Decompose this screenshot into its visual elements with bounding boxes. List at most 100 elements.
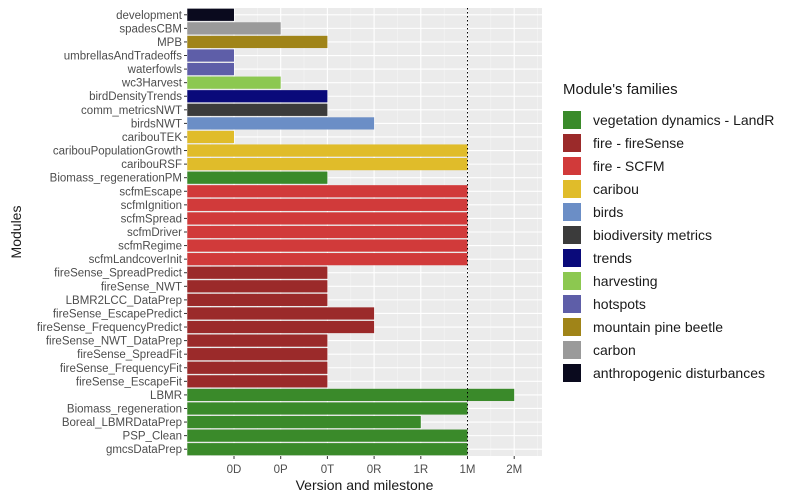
legend-label: caribou bbox=[593, 180, 639, 197]
bar bbox=[187, 35, 328, 49]
y-tick-label: fireSense_FrequencyPredict bbox=[37, 322, 183, 334]
y-tick-label: LBMR bbox=[150, 390, 182, 402]
bar bbox=[187, 307, 375, 320]
x-tick-labels: 0D 0P 0T 0R 1R 1M 2M bbox=[227, 456, 522, 476]
bar bbox=[187, 144, 468, 157]
legend-item: birds bbox=[563, 200, 793, 223]
y-tick-label: comm_metricsNWT bbox=[81, 105, 182, 117]
legend-item: carbon bbox=[563, 338, 793, 361]
y-tick-label: scfmLandcoverInit bbox=[89, 254, 183, 266]
legend-key bbox=[563, 317, 581, 336]
y-tick-label: spadesCBM bbox=[119, 23, 182, 35]
y-tick-label: umbrellasAndTradeoffs bbox=[64, 51, 183, 63]
bar bbox=[187, 185, 468, 198]
legend-item: anthropogenic disturbances bbox=[563, 361, 793, 384]
legend-key bbox=[563, 179, 581, 198]
legend-label: vegetation dynamics - LandR bbox=[593, 111, 775, 128]
y-tick-label: caribouTEK bbox=[122, 132, 182, 144]
legend-key bbox=[563, 156, 581, 175]
y-tick-label: scfmEscape bbox=[119, 186, 182, 198]
bar bbox=[187, 348, 328, 361]
legend-key bbox=[563, 225, 581, 244]
y-tick-label: waterfowls bbox=[127, 64, 183, 76]
x-tick-label: 0P bbox=[274, 464, 288, 476]
bars bbox=[187, 8, 515, 456]
legend-items: vegetation dynamics - LandR fire - fireSe… bbox=[563, 108, 793, 384]
legend-key bbox=[563, 271, 581, 290]
legend-label: carbon bbox=[593, 341, 636, 358]
y-tick-label: scfmDriver bbox=[127, 227, 182, 239]
legend-key bbox=[563, 202, 581, 221]
legend-key bbox=[563, 340, 581, 359]
y-tick-label: scfmRegime bbox=[118, 241, 182, 253]
bar bbox=[187, 429, 468, 442]
legend-item: trends bbox=[563, 246, 793, 269]
legend-item: biodiversity metrics bbox=[563, 223, 793, 246]
y-tick-label: fireSense_EscapeFit bbox=[76, 376, 183, 388]
bar bbox=[187, 375, 328, 388]
bar bbox=[187, 443, 468, 456]
legend-item: mountain pine beetle bbox=[563, 315, 793, 338]
legend-label: mountain pine beetle bbox=[593, 318, 723, 335]
y-tick-label: Biomass_regenerationPM bbox=[50, 173, 182, 185]
y-tick-label: caribouRSF bbox=[121, 159, 182, 171]
y-tick-label: fireSense_SpreadFit bbox=[77, 349, 183, 361]
y-tick-label: Boreal_LBMRDataPrep bbox=[62, 417, 182, 429]
legend-key bbox=[563, 110, 581, 129]
legend: Module's families vegetation dynamics - … bbox=[563, 80, 793, 384]
bar bbox=[187, 62, 234, 76]
y-tick-label: development bbox=[116, 10, 183, 22]
legend-item: vegetation dynamics - LandR bbox=[563, 108, 793, 131]
bar bbox=[187, 158, 468, 171]
y-tick-label: gmcsDataPrep bbox=[106, 444, 182, 456]
y-tick-label: birdsNWT bbox=[131, 118, 182, 130]
legend-label: trends bbox=[593, 249, 632, 266]
legend-key bbox=[563, 294, 581, 313]
y-tick-label: MPB bbox=[157, 37, 182, 49]
bar bbox=[187, 293, 328, 306]
legend-item: harvesting bbox=[563, 269, 793, 292]
bar bbox=[187, 225, 468, 239]
y-tick-label: scfmIgnition bbox=[121, 200, 182, 212]
bar bbox=[187, 280, 328, 293]
x-tick-label: 1M bbox=[460, 464, 476, 476]
x-tick-label: 0D bbox=[227, 464, 242, 476]
y-tick-label: fireSense_SpreadPredict bbox=[54, 268, 183, 280]
bar bbox=[187, 320, 375, 334]
y-tick-label: fireSense_NWT_DataPrep bbox=[46, 336, 182, 348]
bar bbox=[187, 198, 468, 211]
y-tick-label: fireSense_FrequencyFit bbox=[60, 363, 183, 375]
legend-label: birds bbox=[593, 203, 624, 220]
bar bbox=[187, 171, 328, 184]
x-tick-label: 0T bbox=[321, 464, 334, 476]
y-tick-label: wc3Harvest bbox=[121, 78, 183, 90]
y-tick-label: fireSense_NWT bbox=[101, 281, 182, 293]
bar bbox=[187, 103, 328, 116]
y-tick-label: PSP_Clean bbox=[123, 431, 182, 443]
x-tick-label: 2M bbox=[506, 464, 522, 476]
bar bbox=[187, 415, 421, 429]
y-tick-label: birdDensityTrends bbox=[89, 91, 182, 103]
y-tick-label: LBMR2LCC_DataPrep bbox=[66, 295, 182, 307]
legend-item: fire - fireSense bbox=[563, 131, 793, 154]
bar bbox=[187, 130, 234, 144]
bar bbox=[187, 22, 281, 35]
y-tick-label: Biomass_regeneration bbox=[67, 403, 182, 415]
bar bbox=[187, 49, 234, 62]
legend-item: fire - SCFM bbox=[563, 154, 793, 177]
bar bbox=[187, 361, 328, 374]
bar bbox=[187, 117, 375, 130]
y-tick-label: scfmSpread bbox=[121, 213, 182, 225]
bar bbox=[187, 8, 234, 21]
legend-label: biodiversity metrics bbox=[593, 226, 713, 243]
bar bbox=[187, 334, 328, 347]
bar bbox=[187, 266, 328, 279]
legend-label: harvesting bbox=[593, 272, 658, 289]
bar bbox=[187, 76, 281, 89]
bar bbox=[187, 239, 468, 252]
legend-key bbox=[563, 248, 581, 267]
legend-label: fire - fireSense bbox=[593, 134, 685, 151]
bar bbox=[187, 212, 468, 225]
